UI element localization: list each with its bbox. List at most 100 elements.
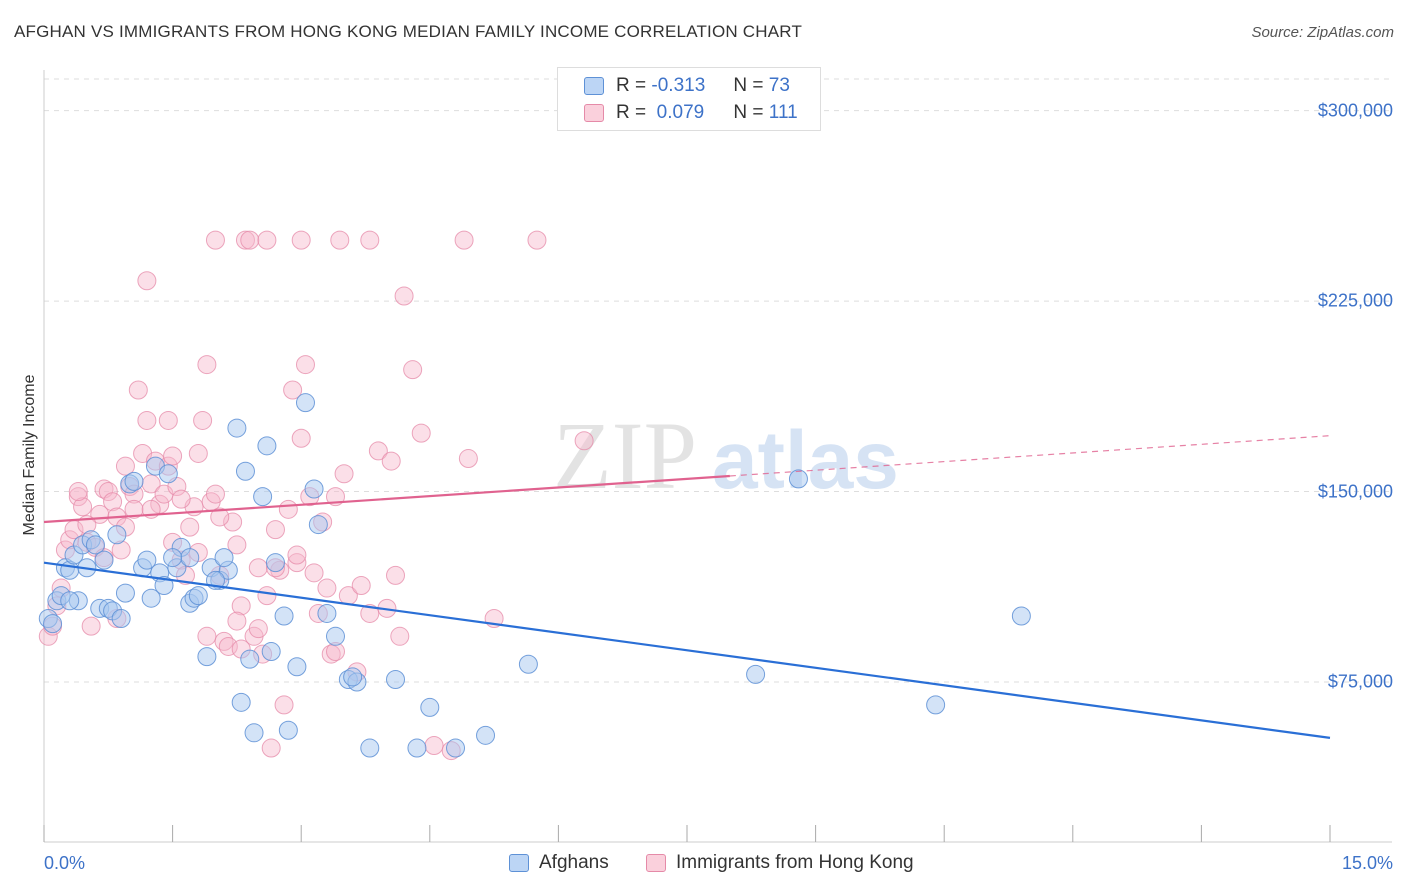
afghan-point bbox=[265, 553, 285, 573]
hong-kong-point bbox=[98, 482, 118, 502]
hong-kong-point bbox=[390, 626, 410, 646]
y-tick-label: $300,000 bbox=[1317, 100, 1393, 121]
afghan-point bbox=[137, 550, 157, 570]
afghan-point bbox=[111, 609, 131, 629]
afghan-point bbox=[154, 576, 174, 596]
afghan-point bbox=[261, 642, 281, 662]
afghan-point bbox=[214, 548, 234, 568]
hong-kong-point bbox=[411, 423, 431, 443]
hong-kong-point bbox=[381, 451, 401, 471]
afghan-point bbox=[746, 664, 766, 684]
legend-r-value: 0.079 bbox=[651, 102, 705, 123]
afghan-point bbox=[926, 695, 946, 715]
hong-kong-point bbox=[295, 355, 315, 375]
afghan-point bbox=[124, 471, 144, 491]
hong-kong-point bbox=[103, 492, 123, 512]
hong-kong-point bbox=[574, 431, 594, 451]
hong-kong-point bbox=[360, 230, 380, 250]
legend-r-value: -0.313 bbox=[651, 75, 706, 96]
afghan-point bbox=[325, 626, 345, 646]
afghan-point bbox=[278, 720, 298, 740]
y-tick-label: $75,000 bbox=[1327, 671, 1393, 692]
afghan-point bbox=[43, 614, 63, 634]
afghan-point bbox=[788, 469, 808, 489]
hong-kong-point bbox=[68, 487, 88, 507]
hong-kong-point bbox=[403, 360, 423, 380]
hong-kong-point bbox=[265, 520, 285, 540]
legend-r-label: R = bbox=[616, 102, 647, 123]
afghan-point bbox=[1011, 606, 1031, 626]
afghan-point bbox=[386, 669, 406, 689]
watermark-atlas: atlas bbox=[712, 415, 899, 506]
hong-kong-point bbox=[257, 230, 277, 250]
afghan-point bbox=[518, 654, 538, 674]
hong-kong-point bbox=[128, 380, 148, 400]
afghan-point bbox=[163, 548, 183, 568]
afghan-point bbox=[407, 738, 427, 758]
afghan-point bbox=[188, 586, 208, 606]
bottom-legend-afghans: Afghans bbox=[509, 852, 609, 874]
hong-kong-point bbox=[227, 611, 247, 631]
afghan-point bbox=[274, 606, 294, 626]
trend-lines bbox=[43, 435, 1331, 739]
hong-kong-trend-line-dashed bbox=[729, 435, 1331, 477]
hong-kong-point bbox=[274, 695, 294, 715]
afghan-point bbox=[94, 550, 114, 570]
afghan-point bbox=[158, 464, 178, 484]
afghan-point bbox=[343, 667, 363, 687]
afghan-point bbox=[308, 515, 328, 535]
hong-kong-point bbox=[287, 553, 307, 573]
afghan-trend-line-solid bbox=[43, 561, 1331, 739]
hong-kong-point bbox=[197, 626, 217, 646]
hong-kong-point bbox=[137, 410, 157, 430]
hong-kong-point bbox=[527, 230, 547, 250]
bottom-legend-hong-kong: Immigrants from Hong Kong bbox=[646, 852, 914, 874]
afghan-point bbox=[197, 647, 217, 667]
afghan-point bbox=[141, 588, 161, 608]
hong-kong-point bbox=[227, 535, 247, 555]
hong-kong-point bbox=[248, 558, 268, 578]
hong-kong-point bbox=[163, 446, 183, 466]
source-label: Source: ZipAtlas.com bbox=[1251, 24, 1394, 41]
legend-swatch-blue bbox=[584, 77, 604, 95]
bottom-legend-label: Immigrants from Hong Kong bbox=[676, 852, 914, 873]
hong-kong-point bbox=[257, 586, 277, 606]
hong-kong-point bbox=[235, 230, 255, 250]
hong-kong-point bbox=[73, 497, 93, 517]
legend-n-value: 73 bbox=[768, 75, 790, 96]
hong-kong-point bbox=[386, 565, 406, 585]
hong-kong-point bbox=[205, 230, 225, 250]
hong-kong-point bbox=[330, 230, 350, 250]
legend-swatch-pink bbox=[584, 104, 604, 122]
hong-kong-point bbox=[188, 443, 208, 463]
afghan-point bbox=[85, 535, 105, 555]
bottom-swatch-pink bbox=[646, 854, 666, 872]
axes bbox=[43, 70, 1392, 843]
hong-kong-point bbox=[210, 507, 230, 527]
y-tick-label: $150,000 bbox=[1317, 481, 1393, 502]
legend-r-label: R = bbox=[616, 75, 647, 96]
hong-kong-point bbox=[193, 410, 213, 430]
hong-kong-point bbox=[291, 230, 311, 250]
legend-n-label: N = bbox=[733, 75, 764, 96]
hong-kong-trend-line-solid bbox=[43, 474, 730, 524]
bottom-swatch-blue bbox=[509, 854, 529, 872]
afghan-point bbox=[253, 487, 273, 507]
legend-n-label: N = bbox=[733, 102, 764, 123]
x-tick-max: 15.0% bbox=[1341, 853, 1393, 873]
afghan-point bbox=[235, 461, 255, 481]
afghan-point bbox=[295, 393, 315, 413]
hong-kong-point bbox=[360, 603, 380, 623]
chart-title: AFGHAN VS IMMIGRANTS FROM HONG KONG MEDI… bbox=[14, 22, 803, 41]
hong-kong-point bbox=[351, 576, 371, 596]
afghan-point bbox=[360, 738, 380, 758]
afghan-point bbox=[115, 583, 135, 603]
hong-kong-point bbox=[334, 464, 354, 484]
hong-kong-point bbox=[180, 517, 200, 537]
afghan-points bbox=[38, 393, 1031, 758]
afghan-point bbox=[231, 692, 251, 712]
y-tick-label: $225,000 bbox=[1317, 290, 1393, 311]
hong-kong-point bbox=[458, 449, 478, 469]
afghan-point bbox=[107, 525, 127, 545]
